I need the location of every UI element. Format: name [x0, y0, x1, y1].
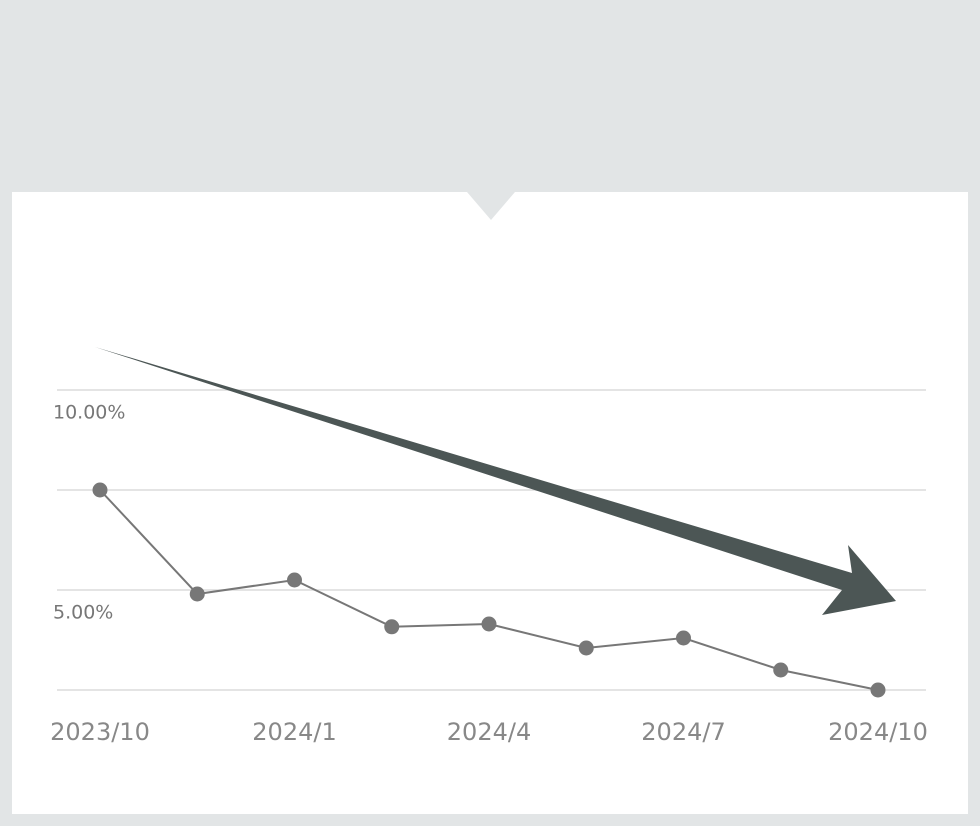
x-tick-label: 2024/4: [447, 718, 531, 746]
panel: [12, 192, 968, 814]
data-point: [676, 630, 691, 646]
y-tick-label: 5.00%: [53, 602, 113, 624]
data-point: [189, 586, 205, 602]
plot: 10.00% 5.00% 2023/10 2024/1 2024/4 2024/7 2024…: [50, 389, 928, 746]
data-point: [870, 682, 886, 698]
data-point: [773, 662, 789, 678]
data-point: [287, 572, 302, 588]
y-tick-label: 10.00%: [53, 402, 125, 424]
data-point: [481, 616, 497, 632]
data-point: [578, 640, 594, 656]
x-tick-label: 2024/1: [252, 718, 336, 746]
x-tick-label: 2023/10: [50, 718, 150, 746]
data-point: [384, 619, 400, 635]
x-tick-label: 2024/10: [828, 718, 928, 746]
data-point: [92, 482, 108, 498]
notch: [467, 192, 515, 220]
x-tick-label: 2024/7: [641, 718, 725, 746]
